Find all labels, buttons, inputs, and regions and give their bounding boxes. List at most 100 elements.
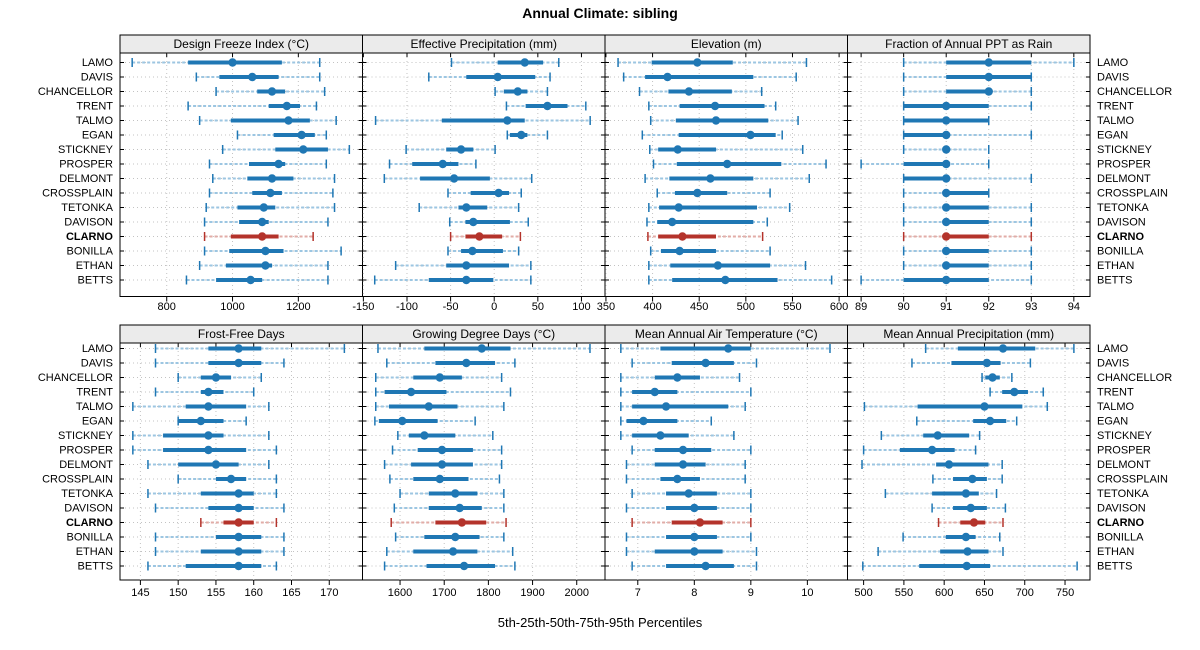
median-dot [451,532,460,542]
axis-tick-label: 93 [1025,301,1037,313]
panel-strip-title: Elevation (m) [691,37,762,51]
site-label-left: BONILLA [67,532,114,544]
percentile-interval-STICKNEY [405,145,496,154]
site-label-right: DAVIS [1097,72,1129,84]
axis-tick-label: -150 [352,301,374,313]
percentile-interval-BETTS [383,561,516,571]
median-dot [438,159,447,169]
median-dot [455,503,464,513]
median-dot [398,416,407,426]
percentile-interval-LAMO [924,344,1075,353]
site-label-right: PROSPER [1097,445,1151,457]
median-dot [663,72,672,82]
site-label-right: CHANCELLOR [1097,372,1172,384]
panel-strip-title: Mean Annual Air Temperature (°C) [635,327,818,341]
site-label-left: DELMONT [59,459,113,471]
median-dot [980,402,989,411]
axis-tick-label: 600 [935,587,953,599]
percentile-interval-PROSPER [860,159,990,169]
site-label-left: DAVISON [64,217,113,229]
median-dot [942,101,951,111]
axis-tick-label: 550 [783,301,801,313]
percentile-interval-BONILLA [625,532,752,542]
median-dot [234,358,243,368]
median-dot [963,547,972,556]
median-dot [261,246,270,256]
site-label-right: TALMO [1097,115,1135,127]
median-dot [942,159,951,169]
median-dot [969,518,979,527]
site-label-left: BETTS [78,275,113,287]
axis-tick-label: 50 [532,301,544,313]
axis-tick-label: 450 [690,301,708,313]
percentile-interval-CROSSPLAIN [389,474,501,484]
median-dot [424,402,433,411]
site-label-right: BONILLA [1097,246,1144,258]
median-dot [711,116,721,125]
percentile-interval-CHANCELLOR [494,87,549,96]
axis-tick-label: 90 [898,301,910,313]
percentile-interval-TRENT [154,387,255,397]
percentile-interval-TALMO [902,116,990,125]
percentile-interval-CROSSPLAIN [447,188,523,198]
median-dot [942,275,951,285]
median-dot [661,402,671,411]
site-label-left: CROSSPLAIN [42,188,113,200]
median-dot [701,358,710,368]
axis-tick-label: 1800 [476,587,500,599]
percentile-interval-BETTS [185,275,329,285]
percentile-interval-CHANCELLOR [215,87,326,96]
median-dot [459,561,469,571]
median-dot [639,416,648,426]
percentile-interval-CROSSPLAIN [625,474,746,484]
median-dot [1010,387,1019,397]
panel-area [847,52,1091,297]
panel-Frost-Free Days: Frost-Free Days 145 150 155 160 165 170 [119,324,363,599]
axis-tick-label: 160 [245,587,263,599]
site-label-left: DELMONT [59,173,113,185]
median-dot [942,188,951,198]
percentile-interval-CHANCELLOR [902,87,1033,96]
percentile-interval-CHANCELLOR [375,373,503,382]
percentile-interval-DAVISON [646,217,769,227]
panel-Mean Annual Air Temperature (°C): Mean Annual Air Temperature (°C) 7 8 9 10 [604,324,848,599]
panel-Design Freeze Index (°C): Design Freeze Index (°C) 800 1000 1200 [119,34,363,313]
percentile-interval-EGAN [641,130,783,140]
percentile-interval-DAVISON [448,217,529,227]
percentile-interval-CLARNO [203,232,314,241]
median-dot [695,518,705,527]
percentile-interval-BONILLA [154,532,285,542]
median-dot [520,58,529,67]
site-label-left: CHANCELLOR [38,86,113,98]
median-dot [451,489,460,498]
axis-tick-label: 750 [1056,587,1074,599]
percentile-interval-DELMONT [625,460,746,469]
percentile-interval-CLARNO [937,518,1004,527]
panel-Growing Degree Days (°C): Growing Degree Days (°C) 1600 1700 1800 1900… [362,324,606,599]
site-label-right: TALMO [1097,401,1135,413]
median-dot [942,174,951,183]
site-label-left: PROSPER [59,159,113,171]
median-dot [746,130,755,140]
median-dot [693,188,702,198]
percentile-interval-DAVISON [154,503,285,513]
median-dot [927,445,937,455]
median-dot [942,116,951,125]
percentile-interval-DAVIS [428,72,551,82]
percentile-interval-DELMONT [383,174,533,183]
site-label-left: CHANCELLOR [38,372,113,384]
median-dot [701,561,710,571]
median-dot [942,261,951,270]
site-label-left: CLARNO [66,517,113,529]
percentile-interval-BONILLA [902,246,1033,256]
median-dot [234,503,243,513]
chart-title: Annual Climate: sibling [522,5,678,21]
axis-tick-label: 7 [635,587,641,599]
site-label-right: CHANCELLOR [1097,86,1172,98]
median-dot [297,130,306,140]
axis-tick-label: 500 [737,301,755,313]
percentile-interval-EGAN [620,416,713,426]
median-dot [449,174,459,183]
percentile-interval-LAMO [902,58,1075,67]
